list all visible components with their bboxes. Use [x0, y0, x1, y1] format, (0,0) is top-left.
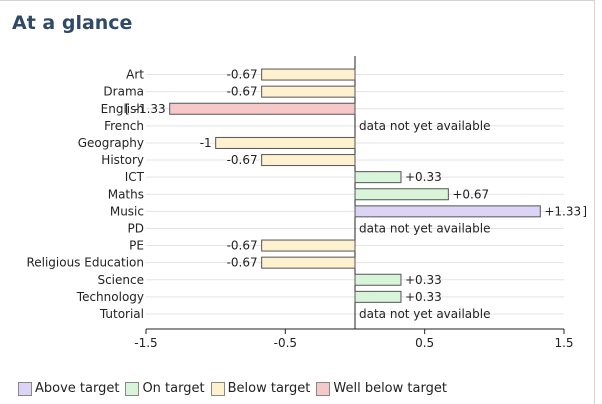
bar	[261, 68, 356, 81]
overflow-bracket: [	[125, 102, 130, 116]
category-label: PE	[129, 239, 144, 253]
value-label: +0.33	[405, 273, 442, 287]
bar	[261, 154, 356, 167]
category-label: Geography	[78, 136, 144, 150]
legend-item-below: Below target	[210, 381, 311, 396]
value-label: +0.67	[452, 187, 489, 201]
bar	[261, 239, 356, 252]
bar	[261, 85, 356, 98]
bar	[354, 171, 402, 184]
panel-border-top	[0, 0, 594, 1]
category-label: Technology	[76, 290, 144, 304]
legend-swatch	[316, 381, 331, 396]
bar	[215, 136, 356, 149]
panel-border-right	[594, 0, 595, 404]
x-tick-label: -0.5	[274, 336, 297, 350]
bar	[354, 273, 402, 286]
category-label: Music	[110, 204, 144, 218]
legend-item-on: On target	[125, 381, 205, 396]
category-label: History	[101, 153, 144, 167]
bar	[354, 205, 541, 218]
legend-item-above: Above target	[18, 381, 119, 396]
overflow-bracket: ]	[582, 204, 587, 218]
x-tick-label: 0.5	[415, 336, 434, 350]
chart-legend: Above target On target Below target Well be…	[18, 381, 453, 396]
legend-label: Well below target	[333, 381, 447, 396]
category-label: ICT	[125, 170, 145, 184]
no-data-label: data not yet available	[359, 307, 490, 321]
value-label: -1	[200, 136, 212, 150]
legend-swatch	[210, 381, 225, 396]
x-tick-label: 1.5	[554, 336, 573, 350]
bar	[354, 188, 449, 201]
bar	[261, 256, 356, 269]
value-label: -0.67	[227, 256, 258, 270]
category-label: Tutorial	[99, 307, 144, 321]
value-label: +1.33	[544, 204, 581, 218]
category-label: Maths	[108, 187, 144, 201]
value-label: +0.33	[405, 170, 442, 184]
bar	[354, 290, 402, 303]
category-label: PD	[128, 221, 144, 235]
bar	[169, 102, 356, 115]
no-data-label: data not yet available	[359, 221, 490, 235]
value-label: -0.67	[227, 239, 258, 253]
no-data-label: data not yet available	[359, 119, 490, 133]
category-label: Drama	[103, 85, 144, 99]
legend-item-well-below: Well below target	[316, 381, 447, 396]
category-label: Religious Education	[26, 256, 144, 270]
legend-label: Above target	[35, 381, 120, 396]
legend-swatch	[125, 381, 140, 396]
value-label: +0.33	[405, 290, 442, 304]
legend-label: On target	[142, 381, 205, 396]
category-label: Science	[97, 273, 144, 287]
category-label: French	[104, 119, 144, 133]
page-title: At a glance	[12, 12, 133, 34]
value-label: -0.67	[227, 85, 258, 99]
value-label: -1.33	[135, 102, 166, 116]
value-label: -0.67	[227, 68, 258, 82]
x-tick-label: -1.5	[134, 336, 157, 350]
category-label: English	[101, 102, 144, 116]
category-label: Art	[126, 68, 144, 82]
legend-label: Below target	[227, 381, 311, 396]
value-label: -0.67	[227, 153, 258, 167]
legend-swatch	[18, 381, 32, 396]
